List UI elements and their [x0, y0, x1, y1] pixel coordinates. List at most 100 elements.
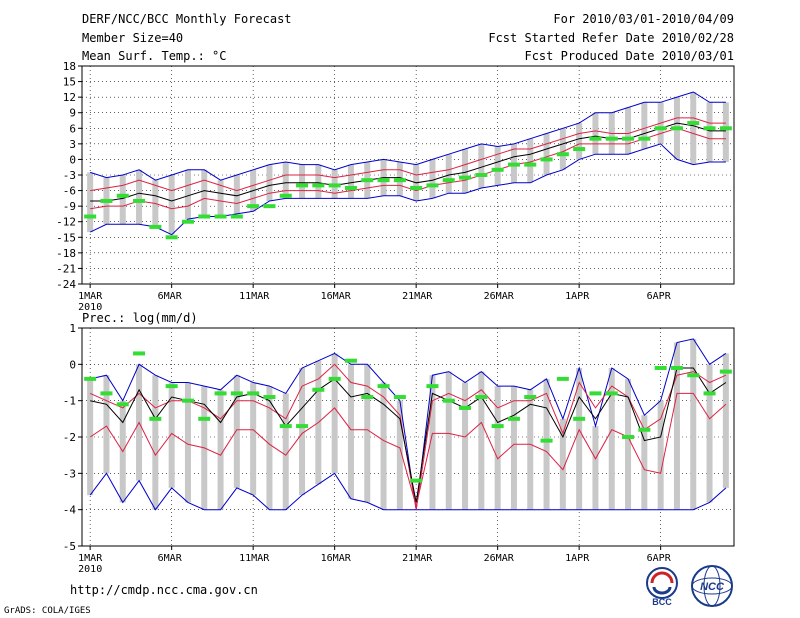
- plot-frame: [81, 327, 735, 547]
- y-tick-label: 6: [69, 122, 76, 135]
- observed-marker: [84, 214, 97, 219]
- x-tick-label: 1MAR: [78, 291, 103, 302]
- observed-marker: [426, 384, 439, 389]
- forecast-start-date: Fcst Started Refer Date 2010/02/28: [488, 31, 734, 45]
- y-tick-label: 18: [63, 60, 76, 73]
- observed-marker: [475, 173, 488, 177]
- ensemble-box: [608, 367, 615, 510]
- observed-marker: [654, 365, 667, 370]
- ensemble-box: [119, 175, 126, 225]
- series-mean-line: [90, 122, 726, 202]
- ensemble-box: [527, 389, 534, 510]
- footer-url[interactable]: http://cmdp.ncc.cma.gov.cn: [70, 583, 258, 597]
- x-tick-label: 26MAR: [484, 291, 515, 302]
- y-tick-label: -21: [56, 262, 76, 275]
- ensemble-box: [250, 382, 257, 496]
- series-max-line: [90, 91, 726, 181]
- observed-marker: [622, 136, 635, 141]
- observed-marker: [393, 178, 406, 183]
- ensemble-box: [315, 164, 322, 199]
- observed-marker: [703, 126, 716, 131]
- observed-marker: [263, 204, 276, 209]
- observed-marker: [703, 391, 716, 396]
- observed-marker: [296, 183, 309, 188]
- observed-marker: [344, 358, 357, 363]
- x-tick-year: 2010: [78, 564, 102, 575]
- ensemble-box: [266, 386, 273, 510]
- observed-marker: [181, 398, 194, 403]
- ensemble-box: [87, 172, 94, 233]
- ensemble-box: [478, 371, 485, 510]
- observed-marker: [165, 384, 178, 389]
- observed-marker: [312, 183, 325, 188]
- ncc-logo: NCC: [691, 565, 733, 607]
- x-tick-label: 16MAR: [321, 553, 352, 564]
- forecast-period: For 2010/03/01-2010/04/09: [553, 12, 734, 26]
- ensemble-box: [510, 386, 517, 510]
- y-tick-label: 15: [63, 76, 76, 89]
- ensemble-box: [722, 102, 729, 163]
- ensemble-box: [364, 364, 371, 503]
- observed-marker: [654, 126, 667, 131]
- series-lower-line: [90, 127, 726, 210]
- ensemble-box: [478, 143, 485, 188]
- x-tick-label: 1MAR: [78, 553, 103, 564]
- ensemble-box: [462, 382, 469, 510]
- observed-marker: [328, 183, 341, 188]
- ensemble-box: [559, 128, 566, 170]
- y-tick-label: 12: [63, 91, 76, 104]
- x-tick-label: 6MAR: [158, 291, 183, 302]
- observed-marker: [328, 376, 341, 381]
- observed-marker: [638, 136, 651, 141]
- observed-marker: [263, 395, 276, 400]
- y-tick-label: -5: [63, 540, 76, 553]
- grads-credit: GrADS: COLA/IGES: [4, 606, 91, 616]
- ensemble-box: [494, 146, 501, 186]
- observed-marker: [279, 193, 292, 198]
- precip-chart-title: Prec.: log(mm/d): [82, 311, 198, 325]
- observed-marker: [670, 365, 683, 370]
- observed-marker: [230, 214, 243, 219]
- observed-marker: [361, 178, 374, 183]
- observed-marker: [638, 427, 651, 432]
- plot-frame: [81, 65, 735, 285]
- ensemble-box: [722, 353, 729, 488]
- ensemble-box: [576, 367, 583, 510]
- series-upper-line: [90, 117, 726, 192]
- x-tick-label: 6MAR: [158, 553, 183, 564]
- observed-marker: [410, 185, 423, 190]
- x-tick-label: 21MAR: [402, 291, 433, 302]
- observed-marker: [687, 121, 700, 126]
- variable-label: Mean Surf. Temp.: °C: [82, 49, 227, 63]
- y-tick-label: -1: [63, 395, 76, 408]
- observed-marker: [230, 391, 243, 396]
- ensemble-box: [217, 389, 224, 510]
- observed-marker: [247, 204, 260, 209]
- observed-marker: [198, 214, 211, 219]
- observed-marker: [100, 198, 113, 203]
- ensemble-box: [168, 175, 175, 235]
- ensemble-box: [233, 175, 240, 214]
- observed-marker: [524, 395, 537, 400]
- ensemble-box: [543, 378, 550, 510]
- observed-marker: [426, 183, 439, 188]
- ensemble-box: [299, 367, 306, 496]
- y-tick-label: 9: [69, 107, 76, 120]
- observed-marker: [442, 398, 455, 403]
- x-tick-label: 1APR: [565, 291, 590, 302]
- y-tick-label: -12: [56, 216, 76, 229]
- ensemble-box: [559, 418, 566, 510]
- series-min-line: [89, 472, 727, 511]
- observed-marker: [719, 126, 732, 131]
- ensemble-box: [282, 393, 289, 510]
- ensemble-box: [592, 426, 599, 510]
- y-tick-label: -9: [63, 200, 76, 213]
- observed-marker: [719, 369, 732, 374]
- observed-marker: [84, 376, 97, 381]
- observed-marker: [344, 185, 357, 190]
- ncc-logo-text: NCC: [700, 581, 725, 593]
- observed-marker: [622, 435, 635, 439]
- y-tick-label: -24: [56, 278, 76, 291]
- ensemble-box: [494, 386, 501, 510]
- y-tick-label: -18: [56, 247, 76, 260]
